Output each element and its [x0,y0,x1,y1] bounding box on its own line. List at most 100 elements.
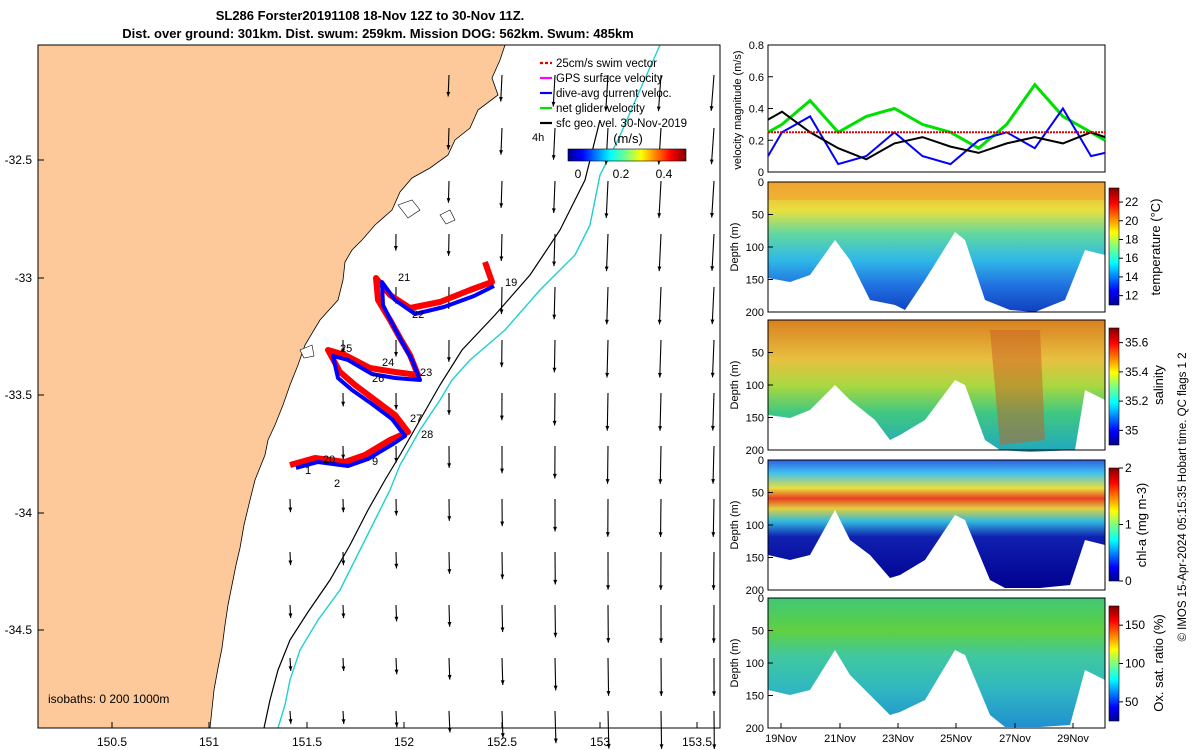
depth-tick-label: 200 [746,445,764,457]
current-arrow [711,604,716,643]
map-x-tick-label: 150.5 [97,735,127,749]
current-arrow [659,604,663,643]
current-arrow [657,180,662,218]
current-arrow [711,551,716,590]
day-label: 27 [410,413,422,425]
legend-label: GPS surface velocity [556,73,663,85]
day-label: 25 [340,343,352,355]
depth-tick-label: 100 [746,520,764,532]
colorbar-tick: 0 [1125,574,1132,588]
day-label: 21 [398,272,410,284]
isobaths-label: isobaths: 0 200 1000m [48,692,169,706]
current-arrow [552,392,557,426]
day-label: 1 [305,465,311,477]
time-tick-label: 19Nov [765,733,797,745]
current-arrow [606,604,611,643]
track-day-labels: 19 21 22 25 24 26 23 27 28 1 20 2 9 [305,272,517,490]
speed-colorbar: (m/s) 0 0.2 0.4 [567,131,687,181]
current-arrow [500,551,505,580]
current-arrow [500,498,505,527]
isobath-200 [263,119,601,729]
depth-tick-label: 0 [758,455,764,467]
time-step-label: 4h [532,132,544,144]
current-arrow [446,233,451,256]
current-arrow [658,551,663,590]
imos-credit: © IMOS 15-Apr-2024 05:15:35 Hobart time.… [1177,352,1189,641]
chl-ylabel: Depth (m) [729,501,741,550]
temperature-ylabel: Depth (m) [729,223,741,272]
salinity-ylabel: Depth (m) [729,361,741,410]
current-arrow [341,710,346,724]
colorbar-tick: 50 [1125,695,1139,709]
current-arrow [604,286,609,325]
current-arrow [341,551,346,566]
current-arrow [393,233,398,251]
depth-tick-label: 0 [758,177,764,189]
current-arrow [553,657,558,691]
current-arrow [711,498,716,537]
colorbar-tick: 2 [1125,461,1132,475]
current-arrow [709,127,715,165]
current-arrow [711,445,716,484]
depth-tick-label: 100 [746,380,764,392]
colorbar-tick: 35.2 [1125,394,1149,408]
map-x-tick-label: 151.5 [292,735,322,749]
current-arrow [394,498,399,516]
colorbar-tick: 100 [1125,657,1145,671]
velocity-series-line [767,110,1106,161]
map-panel: 19 21 22 25 24 26 23 27 28 1 20 2 9 4h 150.5 151 151.5… [5,44,721,749]
current-arrow [499,339,504,368]
depth-tick-label: 100 [746,242,764,254]
current-arrow [499,180,504,208]
map-y-tick-label: -33.5 [5,388,33,402]
current-arrow [659,657,664,696]
current-arrow [447,392,451,415]
current-arrow [341,339,346,354]
glider-track [289,261,495,470]
current-arrow [394,339,398,357]
map-x-tick-label: 151 [199,735,219,749]
map-x-tick-label: 152 [394,735,414,749]
colorbar-tick: 35 [1125,423,1139,437]
current-arrow [553,710,558,744]
time-tick-label: 29Nov [1057,733,1089,745]
current-arrow [447,710,452,733]
current-arrow [552,233,557,267]
depth-tick-label: 100 [746,658,764,670]
current-arrow [394,657,399,675]
velocity-y-tick: 0.6 [749,72,764,84]
isobath-1000 [277,44,661,729]
current-vectors [288,74,717,749]
current-arrow [551,180,556,213]
depth-tick-label: 150 [746,275,764,287]
current-arrow [341,392,346,407]
current-arrow [606,657,611,696]
current-arrow [605,445,610,484]
current-arrow [710,339,715,378]
velocity-ylabel: velocity magnitude (m/s) [732,50,744,169]
current-arrow [709,74,715,111]
oxygen-ylabel: Depth (m) [729,639,741,688]
day-label: 19 [505,277,517,289]
current-arrow [446,180,451,203]
colorbar-tick: 35.4 [1125,365,1149,379]
current-arrow [553,604,558,638]
current-arrow [657,339,662,378]
current-arrow [447,604,452,627]
depth-tick-label: 50 [752,626,764,638]
time-tick-label: 23Nov [882,733,914,745]
map-x-tick-label: 153 [590,735,610,749]
chl-panel: 0 50 100 150 200 Depth (m) 0 1 2 chl-a (mg m-3… [729,455,1149,597]
colorbar-tick: 16 [1125,251,1139,265]
current-arrow [710,392,715,431]
map-x-tick-label: 152.5 [487,735,517,749]
current-arrow [605,392,610,431]
oxygen-cb-label: Ox. sat. ratio (%) [1151,614,1166,712]
colorbar-tick: 150 [1125,618,1145,632]
current-arrow [605,339,610,378]
depth-tick-label: 150 [746,691,764,703]
current-arrow [288,657,293,671]
current-arrow [658,392,663,431]
colorbar-tick-label: 0 [575,167,582,181]
current-arrow [499,74,503,102]
